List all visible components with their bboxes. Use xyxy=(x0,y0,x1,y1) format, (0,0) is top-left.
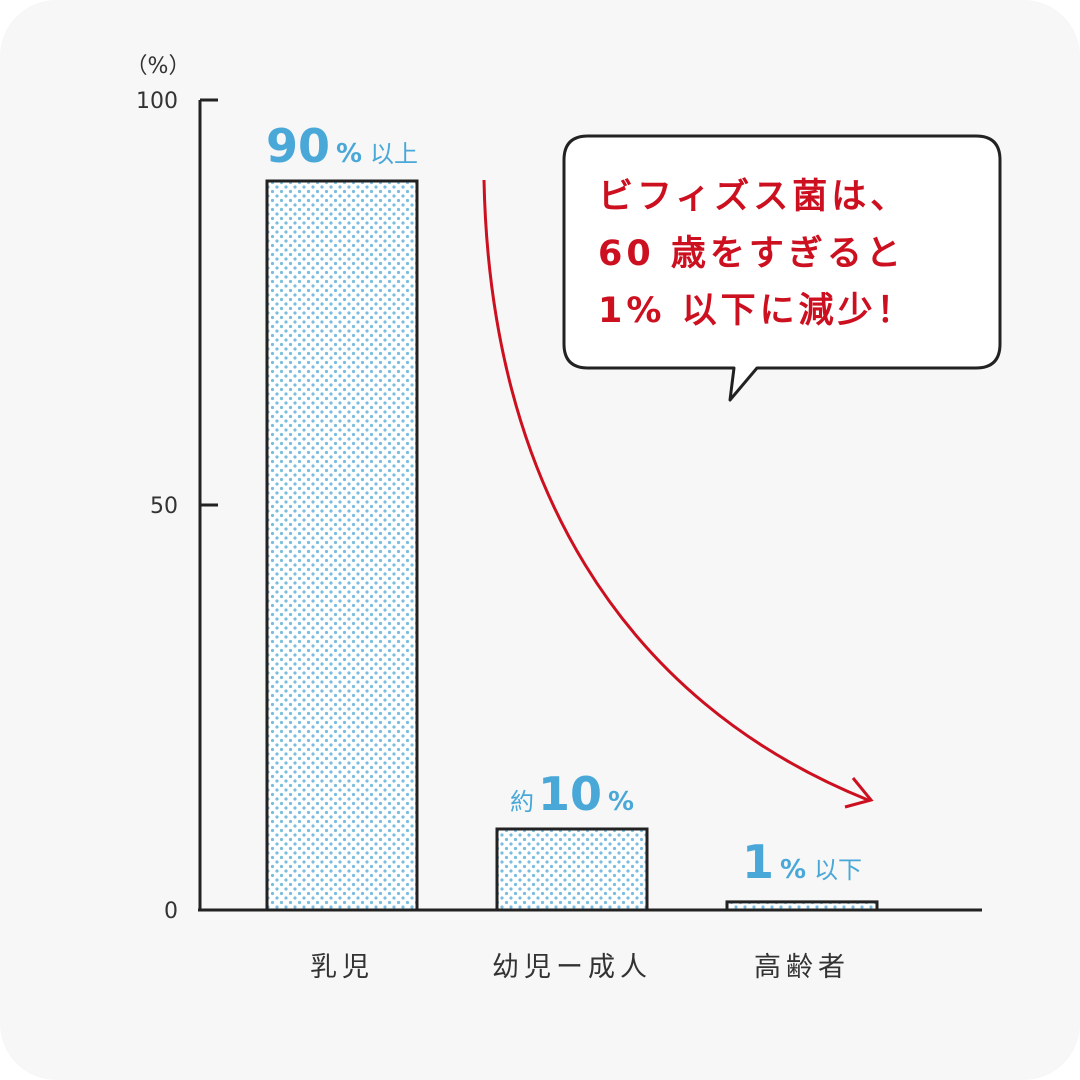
bar xyxy=(495,827,649,912)
data-label: 約10% xyxy=(510,767,634,821)
data-label: 90% 以上 xyxy=(266,119,418,173)
decline-arrow xyxy=(482,179,869,802)
y-tick-label: 0 xyxy=(164,899,178,924)
y-tick-label: 100 xyxy=(136,89,178,114)
y-tick-label: 50 xyxy=(150,494,178,519)
annotation-bubble xyxy=(562,134,1002,402)
annotation-line-1: ビフィズス菌は、 xyxy=(598,176,909,217)
category-label: 幼児ー成人 xyxy=(492,952,652,983)
bar xyxy=(265,179,419,912)
bar xyxy=(725,900,879,912)
annotation-line-2: 60 歳をすぎると xyxy=(598,234,905,274)
y-unit-label: （%） xyxy=(126,54,191,79)
data-label: 1% 以下 xyxy=(742,835,862,889)
category-label: 高齢者 xyxy=(754,952,850,983)
annotation-line-3: 1% 以下に減少！ xyxy=(598,291,916,331)
decline-arrow-head xyxy=(844,777,874,809)
category-label: 乳児 xyxy=(310,952,374,983)
